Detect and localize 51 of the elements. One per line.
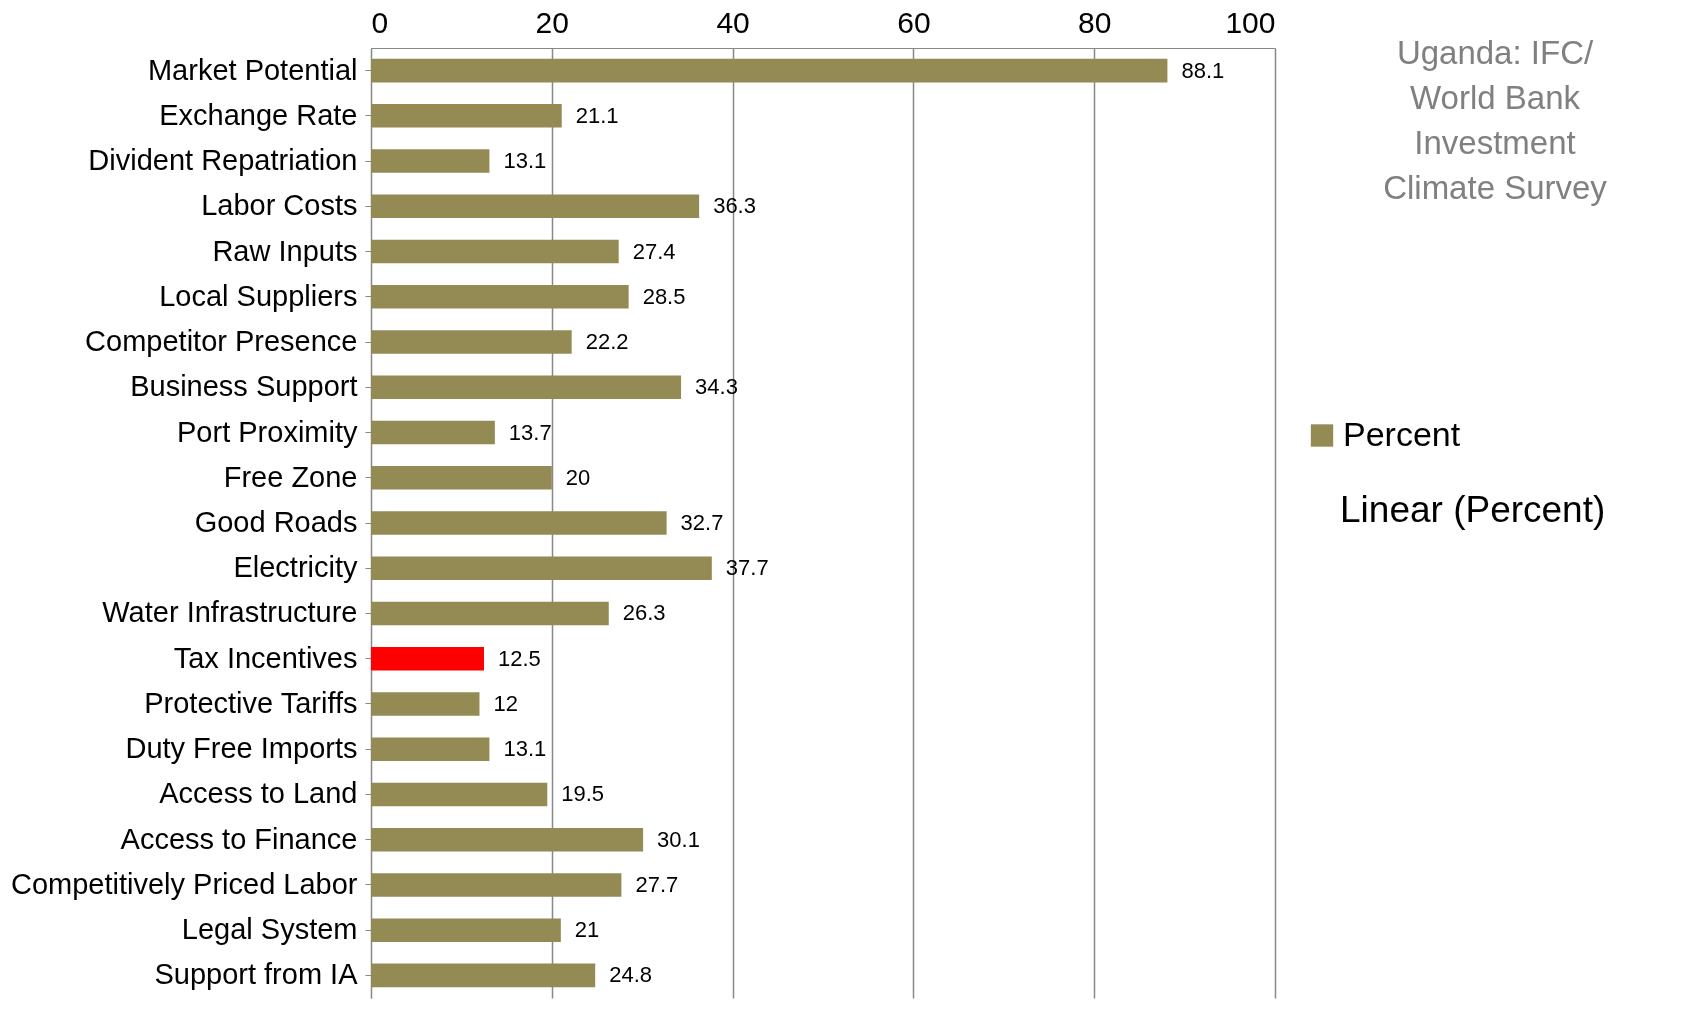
data-label: 27.4 [632,238,676,264]
y-tick-label: Free Zone [223,460,358,493]
y-tick-label: Raw Inputs [212,234,358,267]
y-tick-label: Access to Land [159,777,358,810]
data-label: 20 [565,464,591,490]
data-label: 26.3 [622,600,666,626]
data-label: 30.1 [657,826,700,852]
data-label: 37.7 [725,555,769,581]
y-tick-label: Protective Tariffs [144,686,358,719]
y-tick-label: Port Proximity [177,415,358,448]
y-tick-label: Competitor Presence [85,325,358,358]
data-label: 28.5 [642,283,686,309]
y-tick-label: Legal System [181,913,358,946]
y-tick-label: Tax Incentives [173,641,358,674]
y-tick-label: Electricity [233,551,358,584]
y-tick-label: Business Support [130,370,358,403]
x-tick-label: 0 [371,5,389,39]
data-label: 13.1 [503,148,547,174]
legend-label: Percent [1343,414,1461,453]
x-tick-label: 20 [535,5,569,39]
data-label: 21.1 [575,102,619,128]
data-label: 22.2 [585,329,629,355]
y-tick-label: Local Suppliers [159,279,358,312]
data-label: 27.7 [635,871,679,897]
y-tick-label: Good Roads [194,506,358,538]
data-label: 21 [574,917,600,943]
data-label: 13.1 [503,736,547,762]
data-label: 24.8 [609,962,653,988]
data-label: 88.1 [1181,57,1225,83]
y-tick-label: Support from IA [154,958,359,991]
y-tick-label: Access to Finance [120,822,358,855]
x-tick-label: 80 [1078,5,1112,39]
x-tick-label: 60 [897,5,931,39]
x-tick-label: 40 [716,5,750,39]
y-tick-label: Water Infrastructure [102,596,358,629]
data-label: 12 [493,690,518,716]
y-tick-label: Competitively Priced Labor [10,867,358,900]
y-tick-label: Labor Costs [201,189,358,222]
data-label: 19.5 [561,781,605,807]
text: Uganda: IFC/ World Bank Investment Climate Survey [1383,34,1608,206]
data-label: 13.7 [508,419,552,445]
data-label: 34.3 [695,374,738,400]
data-label: 32.7 [680,510,724,535]
y-tick-label: Duty Free Imports [125,732,358,765]
x-tick-label: 100 [1225,5,1276,39]
data-label: 12.5 [498,645,541,671]
text: Linear (Percent) [1340,488,1606,530]
y-tick-label: Exchange Rate [159,98,358,131]
data-label: 36.3 [713,193,756,219]
y-tick-label: Market Potential [147,53,358,86]
y-tick-label: Divident Repatriation [88,144,358,177]
